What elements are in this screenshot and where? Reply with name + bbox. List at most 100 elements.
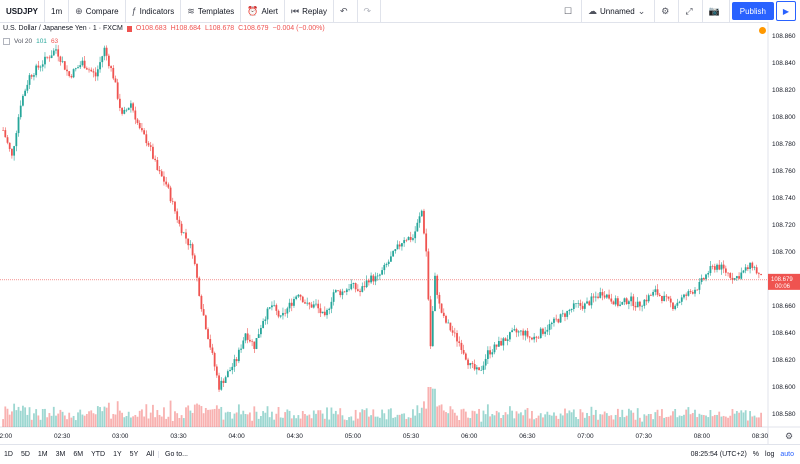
candle-body (198, 277, 201, 296)
price-chart[interactable]: 108.860 108.840 108.820 108.800 108.780 108.7… (0, 22, 800, 444)
volume-bar (500, 418, 502, 427)
play-icon: ▶ (782, 6, 790, 16)
log-toggle[interactable]: log (765, 451, 775, 458)
range-button-all[interactable]: All (146, 451, 155, 458)
undo-button[interactable]: ↶ (334, 0, 358, 22)
candle-body (185, 232, 187, 239)
volume-value-2: 63 (50, 38, 59, 45)
candle-body (656, 289, 659, 295)
fullscreen-toggle[interactable]: ☐ (558, 0, 583, 22)
range-button-3m[interactable]: 3M (55, 451, 66, 458)
volume-bar (260, 416, 262, 427)
candle-body (654, 289, 657, 292)
auto-toggle[interactable]: auto (780, 451, 794, 458)
candle-body (103, 47, 106, 57)
candle-body (323, 311, 326, 316)
redo-button[interactable]: ↷ (358, 0, 382, 22)
volume-bar (141, 409, 143, 427)
volume-bar (420, 407, 423, 427)
volume-bar (429, 387, 432, 427)
replay-icon: ⏮ (290, 5, 300, 16)
fullscreen-button[interactable]: ⤢ (679, 0, 703, 22)
publish-button[interactable]: Publish (731, 2, 774, 20)
indicators-button[interactable]: ƒ Indicators (126, 0, 182, 22)
legend-change: −0.004 (−0.00%) (272, 25, 325, 32)
range-button-1d[interactable]: 1D (4, 451, 13, 458)
candle-body (396, 244, 399, 250)
volume-bar (110, 418, 112, 427)
volume-bar (156, 410, 159, 427)
volume-bar (255, 411, 258, 427)
info-icon[interactable] (759, 27, 766, 34)
templates-button[interactable]: ≋ Templates (181, 0, 242, 22)
candle-body (462, 350, 465, 354)
volume-bar (652, 419, 655, 427)
volume-bar (661, 409, 663, 427)
candle-body (116, 82, 119, 99)
volume-bar (90, 410, 93, 427)
candle-body (376, 275, 379, 277)
candle-body (746, 267, 749, 270)
candle-body (154, 158, 157, 161)
volume-bar (149, 412, 152, 427)
snapshot-button[interactable]: 📷 (703, 0, 730, 22)
candle-body (163, 176, 165, 182)
collapse-toggle[interactable] (3, 38, 10, 45)
candle-body (489, 350, 491, 355)
clock[interactable]: 08:25:54 (UTC+2) (690, 451, 747, 458)
x-tick-label: 08:30 (752, 433, 769, 440)
candle-body (570, 309, 573, 310)
candle-body (436, 275, 439, 295)
layout-menu[interactable]: ☁ Unnamed ⌄ (582, 0, 656, 22)
candle-body (55, 49, 57, 51)
volume-bar (480, 421, 483, 427)
candle-body (566, 310, 569, 317)
range-button-6m[interactable]: 6M (73, 451, 84, 458)
range-button-5d[interactable]: 5D (20, 451, 30, 458)
volume-bar (445, 412, 447, 427)
candle-body (542, 328, 544, 334)
percent-toggle[interactable]: % (752, 451, 760, 458)
candle-body (74, 68, 77, 70)
range-button-ytd[interactable]: YTD (91, 451, 106, 458)
settings-button[interactable]: ⚙ (655, 0, 680, 22)
y-tick-label: 108.840 (772, 60, 796, 67)
volume-bar (619, 417, 621, 427)
candle-body (330, 301, 333, 309)
candle-body (497, 341, 500, 347)
range-button-1y[interactable]: 1Y (113, 451, 122, 458)
range-button-1m[interactable]: 1M (37, 451, 48, 458)
candle-body (141, 128, 143, 131)
candle-body (94, 72, 97, 77)
replay-button[interactable]: ⏮ Replay (285, 0, 334, 22)
publish-video-button[interactable]: ▶ (776, 1, 796, 21)
volume-bar (566, 413, 569, 427)
candle-body (418, 216, 421, 223)
volume-bar (207, 409, 209, 427)
candle-body (528, 336, 531, 338)
range-button-5y[interactable]: 5Y (129, 451, 139, 458)
compare-button[interactable]: ⊕ Compare (69, 0, 126, 22)
alert-button[interactable]: ⏰ Alert (241, 0, 285, 22)
candle-body (160, 171, 163, 177)
volume-bar (290, 418, 293, 427)
volume-bar (72, 415, 75, 427)
candle-body (742, 270, 745, 273)
volume-bar (282, 417, 284, 427)
candle-body (178, 219, 181, 224)
interval-button[interactable]: 1m (45, 0, 70, 22)
volume-bar (83, 415, 86, 427)
volume-bar (304, 414, 306, 427)
volume-bar (6, 408, 9, 427)
volume-bar (96, 406, 99, 427)
y-tick-label: 108.820 (772, 87, 796, 94)
candle-body (6, 137, 9, 143)
goto-button[interactable]: Go to... (158, 451, 192, 458)
volume-bar (17, 406, 20, 427)
volume-bar (669, 415, 672, 427)
volume-bar (328, 419, 331, 427)
volume-bar (711, 416, 714, 427)
volume-bar (350, 416, 353, 427)
symbol-search[interactable]: USDJPY (0, 0, 46, 22)
candle-body (52, 50, 55, 56)
